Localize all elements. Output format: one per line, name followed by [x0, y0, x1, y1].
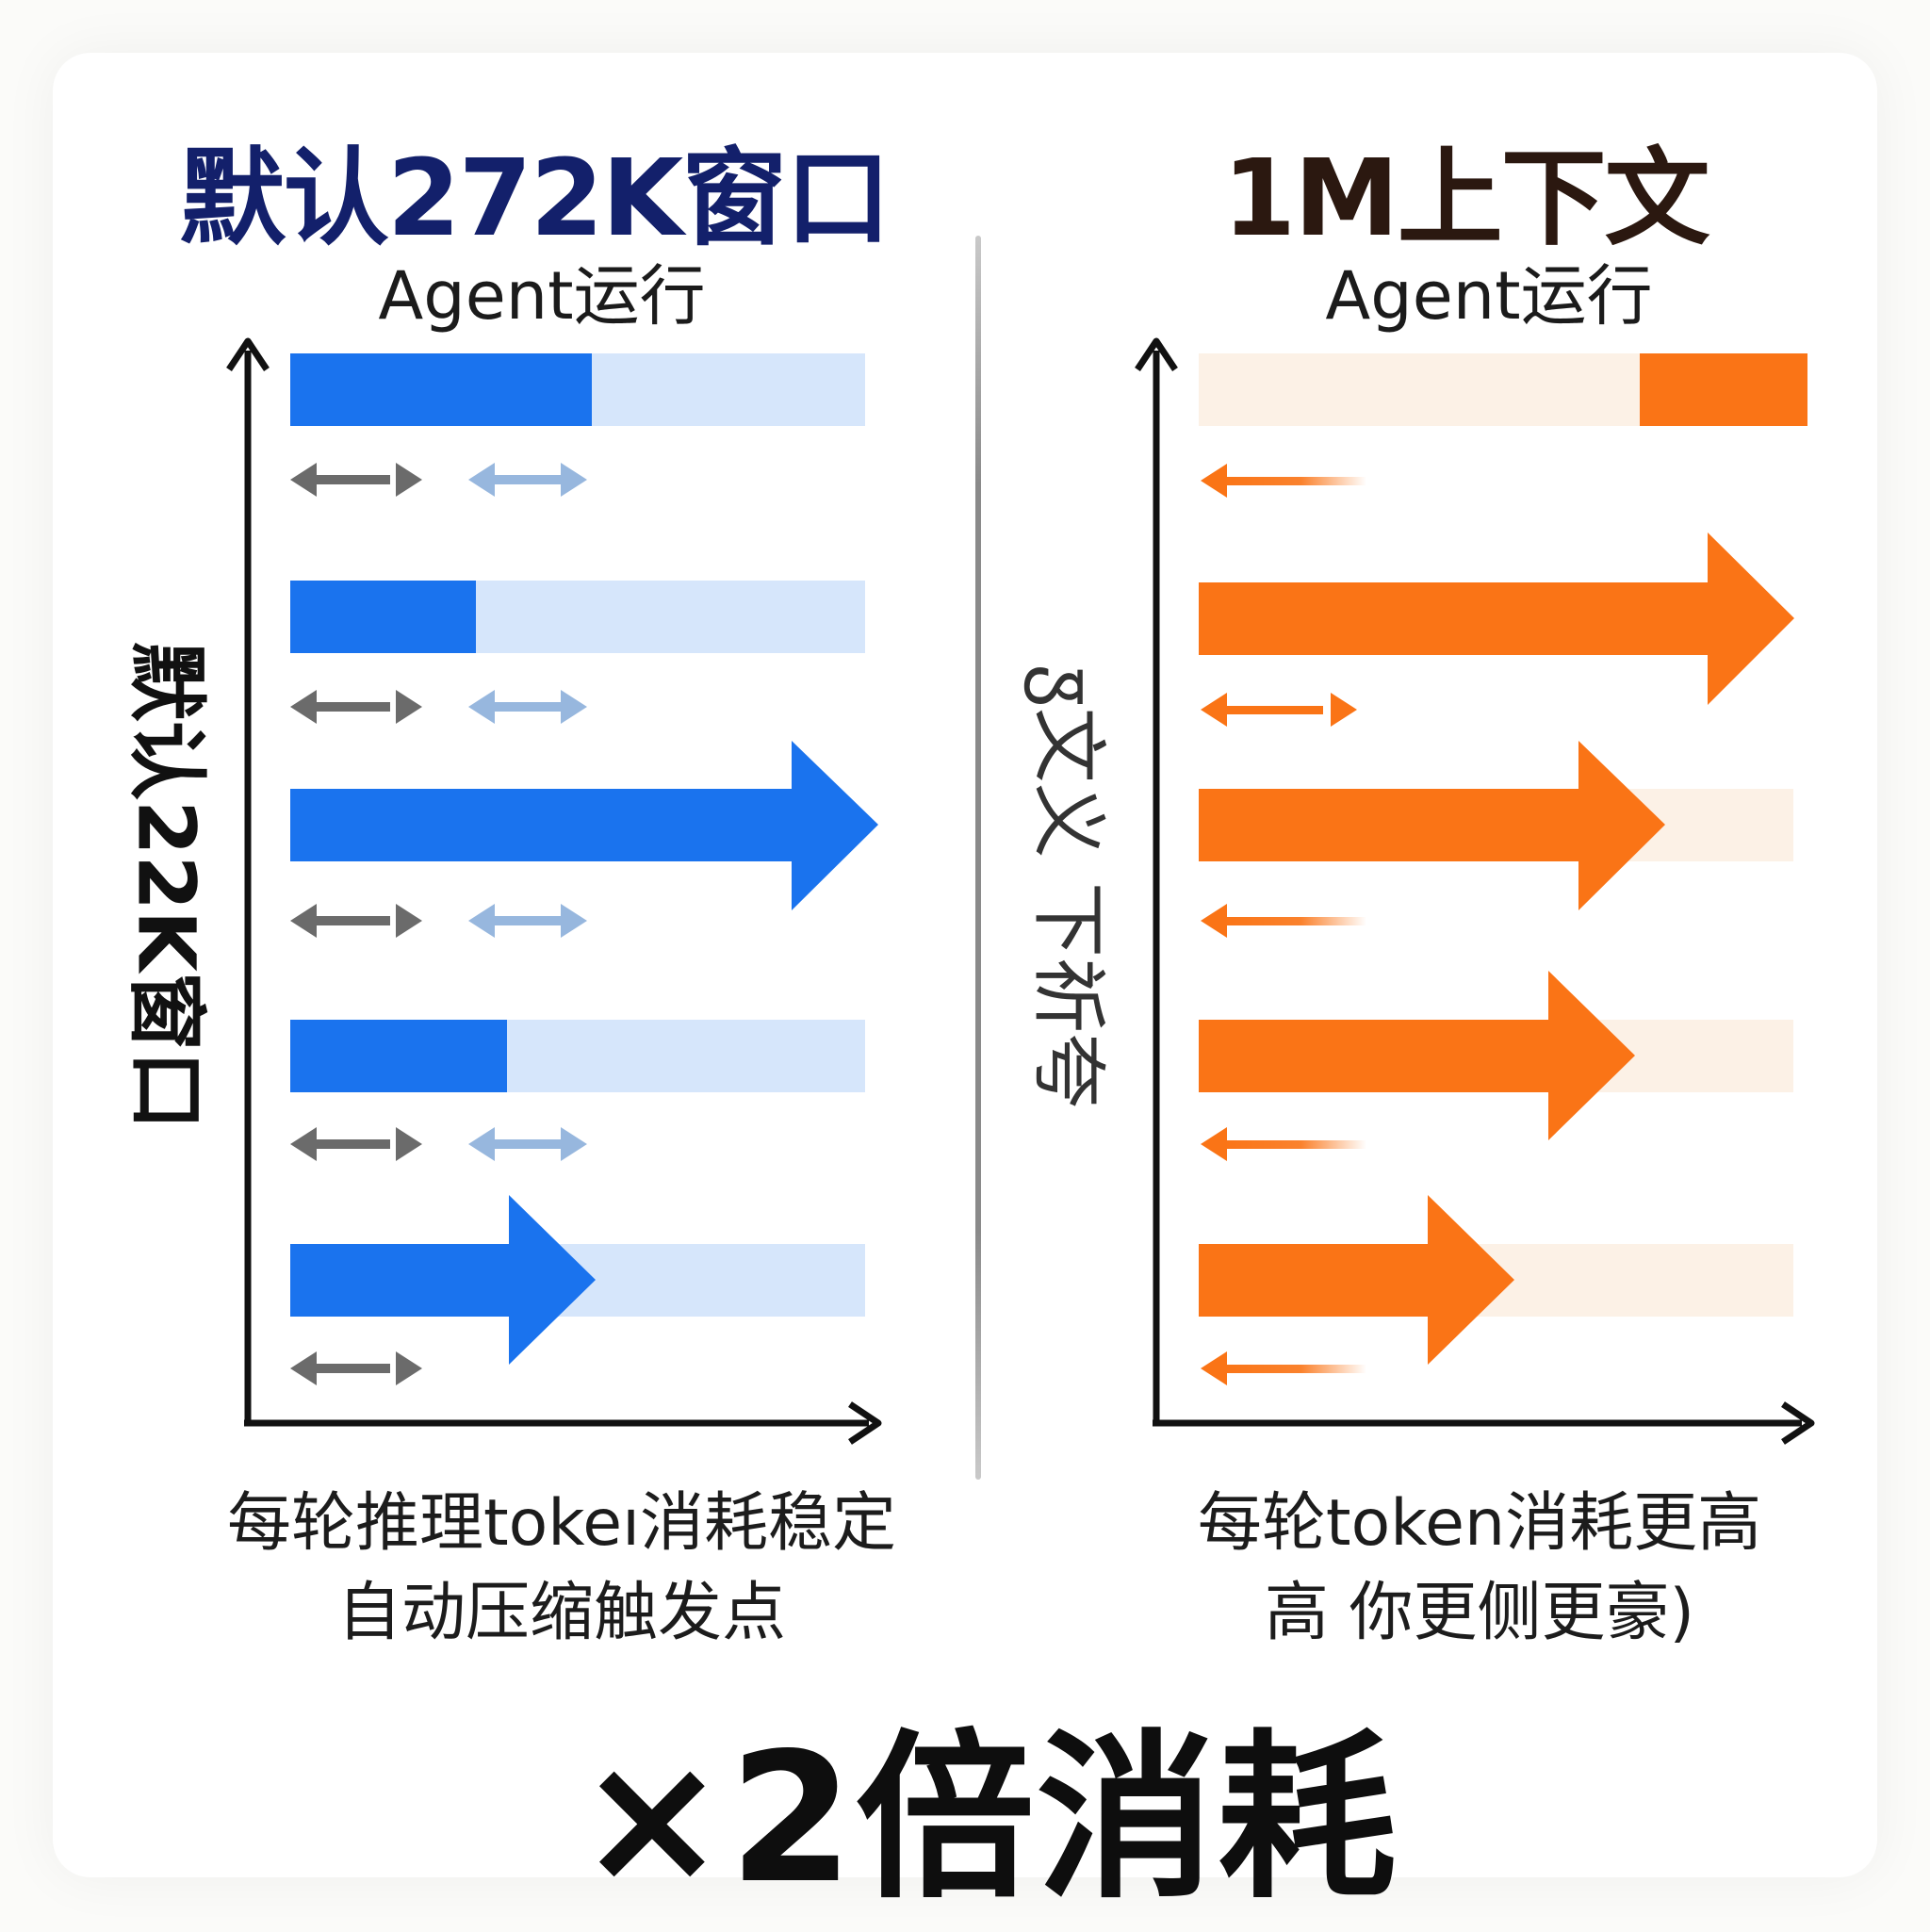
right-y-axis-arrowhead: [1135, 337, 1178, 371]
left-row-2-double-arrow-gray: [290, 690, 422, 724]
left-row-2-bar-filled: [290, 581, 476, 653]
right-row-1: [1199, 353, 1807, 498]
right-row-1-bar-filled: [1640, 353, 1807, 426]
left-row-5-double-arrow-gray: [290, 1351, 422, 1385]
left-row-2-double-arrow-light: [468, 690, 587, 724]
left-row-2: [290, 581, 865, 724]
left-row-4-double-arrow-light: [468, 1127, 587, 1161]
right-row-2: [1199, 532, 1794, 727]
right-row-4: [1199, 971, 1793, 1161]
left-y-axis-arrowhead: [226, 337, 270, 371]
right-row-5-arrow: [1199, 1195, 1514, 1365]
left-row-3-big-arrow: [290, 741, 878, 910]
left-row-5: [290, 1195, 865, 1385]
footer-headline: ×2倍消耗: [577, 1714, 1398, 1923]
right-row-4-left-arrow: [1201, 1127, 1366, 1161]
center-divider: [975, 236, 981, 1480]
left-row-3-double-arrow-gray: [290, 904, 422, 938]
right-row-1-left-arrow: [1201, 464, 1366, 498]
right-title: 1M上下文: [1222, 138, 1709, 260]
left-row-1-double-arrow-light: [468, 463, 587, 497]
left-subtitle: Agent运行: [378, 257, 706, 335]
left-row-5-arrow: [290, 1195, 596, 1365]
left-row-4-double-arrow-gray: [290, 1127, 422, 1161]
right-row-3: [1199, 741, 1793, 938]
right-axes: [1135, 337, 1815, 1445]
left-row-4-bar-filled: [290, 1020, 507, 1092]
left-row-3: [290, 741, 878, 938]
left-caption-line-2: 自动压缩触发点: [336, 1576, 787, 1650]
right-subtitle: Agent运行: [1325, 257, 1653, 335]
left-caption-line-1: 每轮推理tokeı消耗稳定: [227, 1486, 896, 1561]
left-axes: [226, 337, 882, 1445]
right-x-axis-arrowhead: [1781, 1401, 1815, 1445]
right-row-4-arrow: [1199, 971, 1635, 1140]
right-caption-line-1: 每轮token消耗更高: [1197, 1486, 1762, 1561]
right-row-5-left-arrow: [1201, 1351, 1366, 1385]
left-row-1-bar-filled: [290, 353, 592, 426]
left-x-axis-arrowhead: [848, 1401, 882, 1445]
right-row-3-arrow: [1199, 741, 1665, 910]
right-row-5: [1199, 1195, 1793, 1385]
left-title: 默认272K窗口: [179, 138, 891, 260]
right-row-2-big-arrow: [1199, 532, 1794, 705]
left-row-1-double-arrow-gray: [290, 463, 422, 497]
right-row-3-left-arrow: [1201, 904, 1366, 938]
right-y-axis-label: ꟑ文义 下祈夸: [1024, 663, 1112, 1109]
right-caption-line-2: 高 你更侧更豪): [1264, 1576, 1695, 1650]
left-row-4: [290, 1020, 865, 1161]
left-row-1: [290, 353, 865, 497]
right-row-2-double-arrow: [1201, 693, 1357, 727]
left-row-3-double-arrow-light: [468, 904, 587, 938]
left-y-axis-label: 默认22K窗口: [120, 642, 213, 1130]
